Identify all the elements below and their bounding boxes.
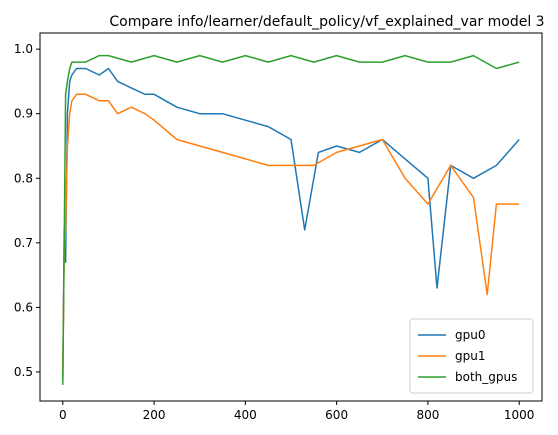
legend-label: both_gpus bbox=[455, 370, 517, 384]
legend-box bbox=[409, 318, 534, 394]
chart-title: Compare info/learner/default_policy/vf_e… bbox=[109, 14, 544, 30]
x-tick-label: 200 bbox=[143, 408, 166, 422]
series-line-both-gpus bbox=[62, 54, 520, 385]
x-tick-label: 400 bbox=[234, 408, 257, 422]
series-line-gpu1 bbox=[62, 93, 520, 372]
legend-label: gpu0 bbox=[455, 328, 485, 342]
series-layer bbox=[62, 54, 520, 385]
y-axis: 0.5 0.6 0.7 0.8 0.9 1.0 bbox=[14, 42, 40, 379]
x-axis: 0 200 400 600 800 1000 bbox=[59, 401, 534, 422]
legend: gpu0 gpu1 both_gpus bbox=[409, 318, 534, 394]
y-tick-label: 0.7 bbox=[14, 236, 33, 250]
y-tick-label: 1.0 bbox=[14, 42, 33, 56]
x-tick-label: 800 bbox=[416, 408, 439, 422]
y-tick-label: 0.9 bbox=[14, 107, 33, 121]
x-tick-label: 1000 bbox=[504, 408, 535, 422]
series-line-gpu0 bbox=[62, 67, 520, 379]
plot-area-frame bbox=[39, 32, 543, 402]
legend-label: gpu1 bbox=[455, 349, 485, 363]
x-tick-label: 600 bbox=[325, 408, 348, 422]
y-tick-label: 0.6 bbox=[14, 300, 33, 314]
x-tick-label: 0 bbox=[59, 408, 67, 422]
y-tick-label: 0.5 bbox=[14, 365, 33, 379]
y-tick-label: 0.8 bbox=[14, 171, 33, 185]
